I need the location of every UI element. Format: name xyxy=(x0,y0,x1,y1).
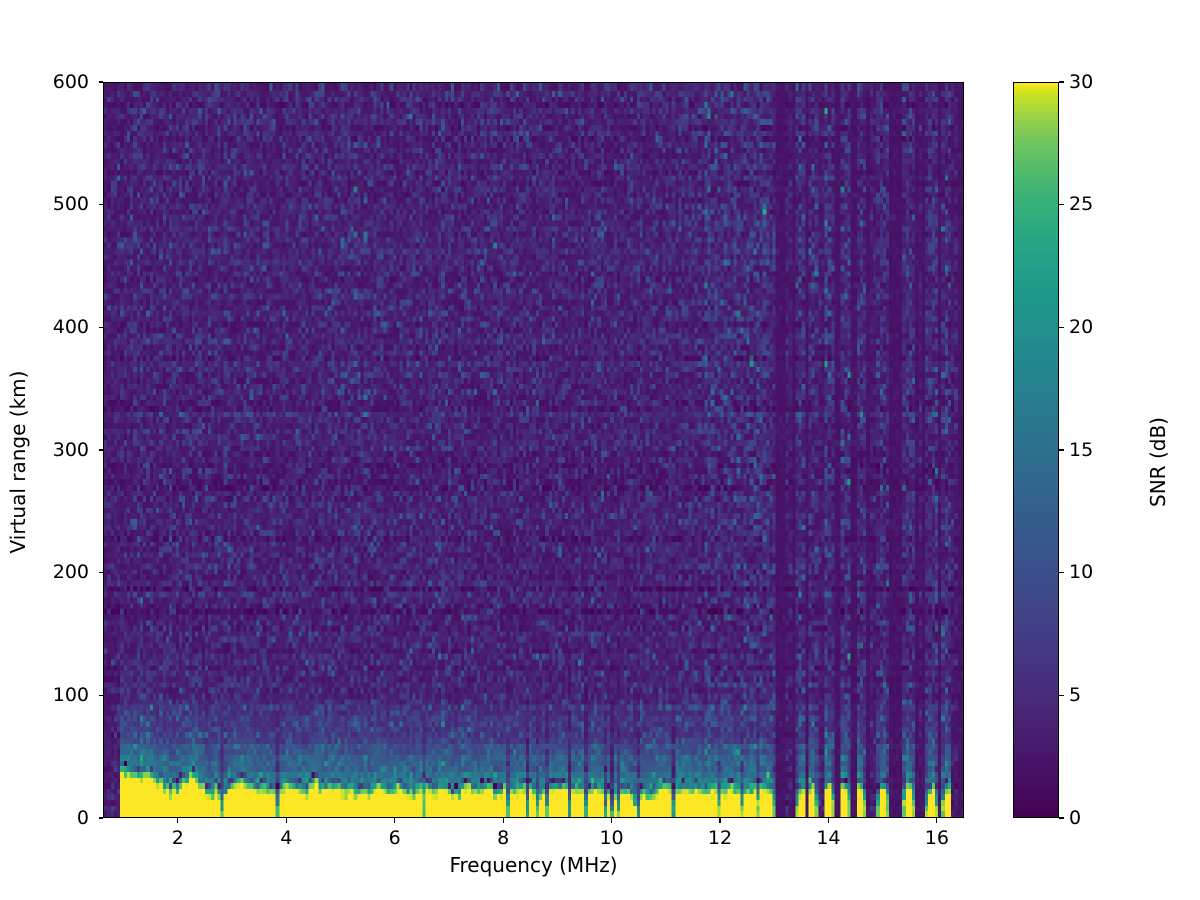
x-tick-label: 2 xyxy=(171,827,184,849)
ionogram-axes[interactable] xyxy=(103,82,964,818)
x-tick-label: 10 xyxy=(599,827,624,849)
colorbar-tick-mark xyxy=(1059,81,1064,83)
colorbar-tick-mark xyxy=(1059,204,1064,206)
colorbar-tick-label: 25 xyxy=(1069,193,1094,216)
colorbar-tick-mark xyxy=(1059,817,1064,819)
x-tick-label: 8 xyxy=(497,827,510,849)
y-tick-label: 400 xyxy=(52,315,89,338)
y-tick-label: 200 xyxy=(52,561,89,584)
colorbar-tick-label: 30 xyxy=(1069,70,1094,93)
colorbar-tick-mark xyxy=(1059,694,1064,696)
x-tick-label: 4 xyxy=(280,827,293,849)
colorbar-tick-label: 10 xyxy=(1069,561,1094,584)
colorbar-tick-label: 5 xyxy=(1069,683,1082,706)
y-tick-label: 0 xyxy=(76,806,89,829)
x-tick-label: 16 xyxy=(924,827,949,849)
x-tick-label: 14 xyxy=(816,827,841,849)
y-tick-mark xyxy=(98,694,103,696)
x-axis-label: Frequency (MHz) xyxy=(449,853,618,877)
x-tick-mark xyxy=(394,818,396,823)
y-tick-label: 500 xyxy=(52,193,89,216)
colorbar[interactable] xyxy=(1013,82,1059,818)
colorbar-label: SNR (dB) xyxy=(1146,417,1170,507)
colorbar-tick-label: 20 xyxy=(1069,315,1094,338)
x-tick-label: 12 xyxy=(707,827,733,849)
y-axis-label: Virtual range (km) xyxy=(6,370,30,554)
x-tick-mark xyxy=(285,818,287,823)
colorbar-tick-label: 0 xyxy=(1069,806,1082,829)
colorbar-tick-mark xyxy=(1059,572,1064,574)
y-tick-mark xyxy=(98,817,103,819)
y-tick-mark xyxy=(98,204,103,206)
x-tick-mark xyxy=(610,818,613,823)
x-tick-mark xyxy=(719,818,721,823)
colorbar-tick-mark xyxy=(1059,326,1064,328)
y-tick-mark xyxy=(98,572,103,574)
colorbar-tick-mark xyxy=(1059,449,1064,451)
x-tick-mark xyxy=(177,818,179,823)
y-tick-mark xyxy=(98,326,103,328)
x-tick-label: 6 xyxy=(388,827,401,849)
y-tick-label: 100 xyxy=(52,683,89,706)
x-tick-mark xyxy=(936,818,938,823)
ionogram-heatmap[interactable] xyxy=(104,83,963,817)
y-tick-label: 300 xyxy=(52,438,89,461)
x-tick-mark xyxy=(502,818,504,823)
y-tick-label: 600 xyxy=(52,70,89,93)
y-tick-mark xyxy=(98,81,103,83)
x-tick-mark xyxy=(827,818,830,823)
y-tick-mark xyxy=(98,449,103,451)
colorbar-tick-label: 15 xyxy=(1069,438,1094,461)
